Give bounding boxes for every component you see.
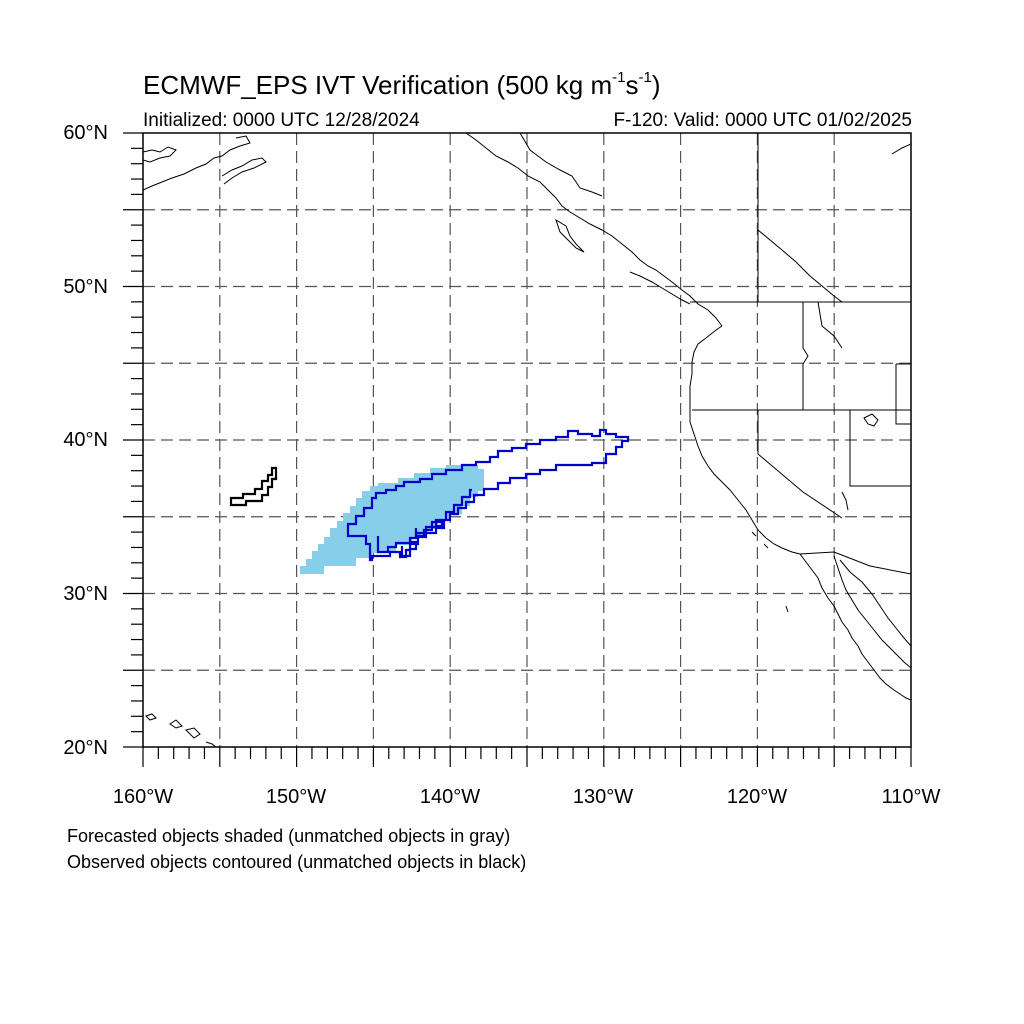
lat-label-40n: 40°N xyxy=(63,429,108,451)
legend-observed-note: Observed objects contoured (unmatched ob… xyxy=(67,852,527,872)
lon-label-130w: 130°W xyxy=(572,786,634,808)
initialized-time: Initialized: 0000 UTC 12/28/2024 xyxy=(143,110,420,131)
lon-label-150w: 150°W xyxy=(265,786,327,808)
observed-object-unmatched-contour xyxy=(229,466,278,507)
graticule xyxy=(143,133,911,747)
lat-label-30n: 30°N xyxy=(63,583,108,605)
forecast-object-shaded xyxy=(300,465,484,574)
lon-label-120w: 120°W xyxy=(726,786,788,808)
legend-forecast-note: Forecasted objects shaded (unmatched obj… xyxy=(67,826,511,846)
lat-label-50n: 50°N xyxy=(63,276,108,298)
lat-label-60n: 60°N xyxy=(63,122,108,144)
lon-label-160w: 160°W xyxy=(112,786,174,808)
observed-object-matched-contour xyxy=(346,428,630,562)
observed-object-matched-small xyxy=(400,520,446,558)
axis-ticks xyxy=(123,132,912,767)
valid-time: F-120: Valid: 0000 UTC 01/02/2025 xyxy=(613,110,912,131)
coastlines xyxy=(143,133,911,747)
lat-label-20n: 20°N xyxy=(63,737,108,759)
figure-title: ECMWF_EPS IVT Verification (500 kg m-1s-… xyxy=(143,69,661,100)
lon-label-110w: 110°W xyxy=(881,786,941,808)
lon-label-140w: 140°W xyxy=(419,786,481,808)
